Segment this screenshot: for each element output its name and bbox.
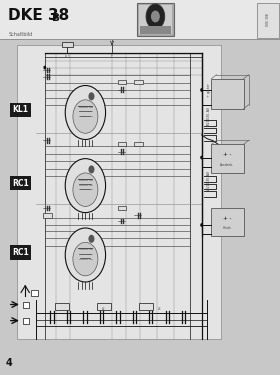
Text: RC1: RC1 xyxy=(12,178,29,188)
Text: P: P xyxy=(111,54,113,58)
Text: B: B xyxy=(52,13,60,22)
Text: AV1035 AV: AV1035 AV xyxy=(207,106,211,126)
Text: + -: + - xyxy=(223,216,232,221)
Bar xyxy=(10,245,31,260)
Bar xyxy=(134,142,143,146)
Circle shape xyxy=(65,228,106,282)
Circle shape xyxy=(200,156,203,159)
Bar xyxy=(211,208,244,236)
Bar xyxy=(211,144,244,172)
Circle shape xyxy=(146,4,165,29)
Circle shape xyxy=(73,242,98,276)
Text: AV1035 AV: AV1035 AV xyxy=(207,170,211,190)
Bar xyxy=(0,39,280,375)
Bar xyxy=(137,3,174,36)
Bar xyxy=(55,303,69,310)
Bar xyxy=(139,4,172,34)
Bar xyxy=(17,45,221,339)
Circle shape xyxy=(200,88,203,92)
Circle shape xyxy=(88,165,94,174)
Bar xyxy=(118,142,126,146)
Bar xyxy=(97,303,111,310)
Bar xyxy=(10,176,31,190)
Circle shape xyxy=(65,86,106,140)
Circle shape xyxy=(151,10,160,22)
Circle shape xyxy=(88,92,94,100)
Text: RC1: RC1 xyxy=(12,248,29,257)
Text: Anodenb.: Anodenb. xyxy=(220,164,235,168)
Text: Schaltbild: Schaltbild xyxy=(8,32,33,37)
Text: Heizb.: Heizb. xyxy=(223,226,232,230)
Bar xyxy=(257,3,279,38)
Text: L3: L3 xyxy=(158,306,161,310)
Circle shape xyxy=(73,173,98,206)
Bar xyxy=(118,206,126,210)
Bar xyxy=(134,80,143,84)
Circle shape xyxy=(73,100,98,133)
Bar xyxy=(139,303,153,310)
Bar xyxy=(118,80,126,84)
Text: KL1: KL1 xyxy=(12,105,28,114)
Bar xyxy=(23,318,29,324)
Circle shape xyxy=(200,223,203,227)
Circle shape xyxy=(65,159,106,213)
Bar xyxy=(62,42,73,47)
Text: R 1: R 1 xyxy=(65,56,70,60)
Bar xyxy=(140,27,171,34)
Text: DKE 38: DKE 38 xyxy=(8,8,70,22)
Bar xyxy=(211,79,244,109)
Bar xyxy=(23,302,29,307)
Circle shape xyxy=(88,235,94,243)
Bar xyxy=(43,213,52,217)
Text: 4: 4 xyxy=(6,357,12,368)
Text: + -: + - xyxy=(223,152,232,157)
Text: + gitter: + gitter xyxy=(207,83,211,97)
Circle shape xyxy=(43,66,46,69)
Bar xyxy=(10,103,31,117)
Bar xyxy=(0,0,280,39)
Bar xyxy=(31,290,38,296)
Text: L2: L2 xyxy=(102,306,105,310)
Text: DKE 38B: DKE 38B xyxy=(266,13,270,26)
